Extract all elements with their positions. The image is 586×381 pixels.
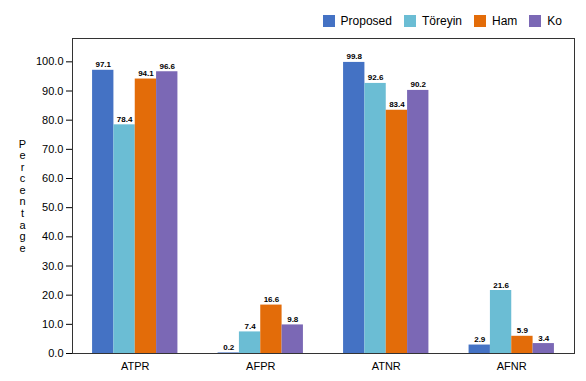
svg-text:AFPR: AFPR bbox=[246, 360, 275, 372]
svg-text:5.9: 5.9 bbox=[517, 326, 529, 335]
svg-text:7.4: 7.4 bbox=[245, 322, 257, 331]
html-text:Ham: Ham bbox=[492, 13, 518, 28]
svg-text:ATPR: ATPR bbox=[121, 360, 150, 372]
svg-text:20.0: 20.0 bbox=[42, 289, 63, 301]
html-text:Ko: Ko bbox=[547, 13, 562, 28]
svg-text:2.9: 2.9 bbox=[474, 335, 486, 344]
svg-text:97.1: 97.1 bbox=[95, 60, 111, 69]
svg-text:0.0: 0.0 bbox=[48, 347, 63, 359]
svg-text:30.0: 30.0 bbox=[42, 260, 63, 272]
svg-text:90.2: 90.2 bbox=[410, 80, 426, 89]
svg-text:16.6: 16.6 bbox=[264, 295, 280, 304]
svg-text:70.0: 70.0 bbox=[42, 143, 63, 155]
svg-text:94.1: 94.1 bbox=[138, 69, 154, 78]
svg-text:50.0: 50.0 bbox=[42, 201, 63, 213]
svg-text:99.8: 99.8 bbox=[346, 52, 362, 61]
svg-text:90.0: 90.0 bbox=[42, 85, 63, 97]
svg-text:Percentage: Percentage bbox=[19, 138, 27, 254]
html-text:Proposed: Proposed bbox=[340, 13, 392, 28]
svg-text:40.0: 40.0 bbox=[42, 230, 63, 242]
svg-text:AFNR: AFNR bbox=[497, 360, 527, 372]
svg-text:0.2: 0.2 bbox=[223, 343, 235, 352]
svg-text:100.0: 100.0 bbox=[36, 55, 64, 67]
svg-text:21.6: 21.6 bbox=[493, 281, 509, 290]
svg-text:9.8: 9.8 bbox=[287, 315, 299, 324]
svg-text:3.4: 3.4 bbox=[538, 334, 550, 343]
svg-text:78.4: 78.4 bbox=[117, 115, 133, 124]
svg-text:60.0: 60.0 bbox=[42, 172, 63, 184]
svg-text:80.0: 80.0 bbox=[42, 114, 63, 126]
svg-text:ATNR: ATNR bbox=[372, 360, 401, 372]
html-text:Töreyin: Töreyin bbox=[422, 13, 462, 28]
svg-text:10.0: 10.0 bbox=[42, 318, 63, 330]
svg-text:96.6: 96.6 bbox=[159, 62, 175, 71]
svg-text:83.4: 83.4 bbox=[389, 100, 405, 109]
svg-text:92.6: 92.6 bbox=[368, 73, 384, 82]
